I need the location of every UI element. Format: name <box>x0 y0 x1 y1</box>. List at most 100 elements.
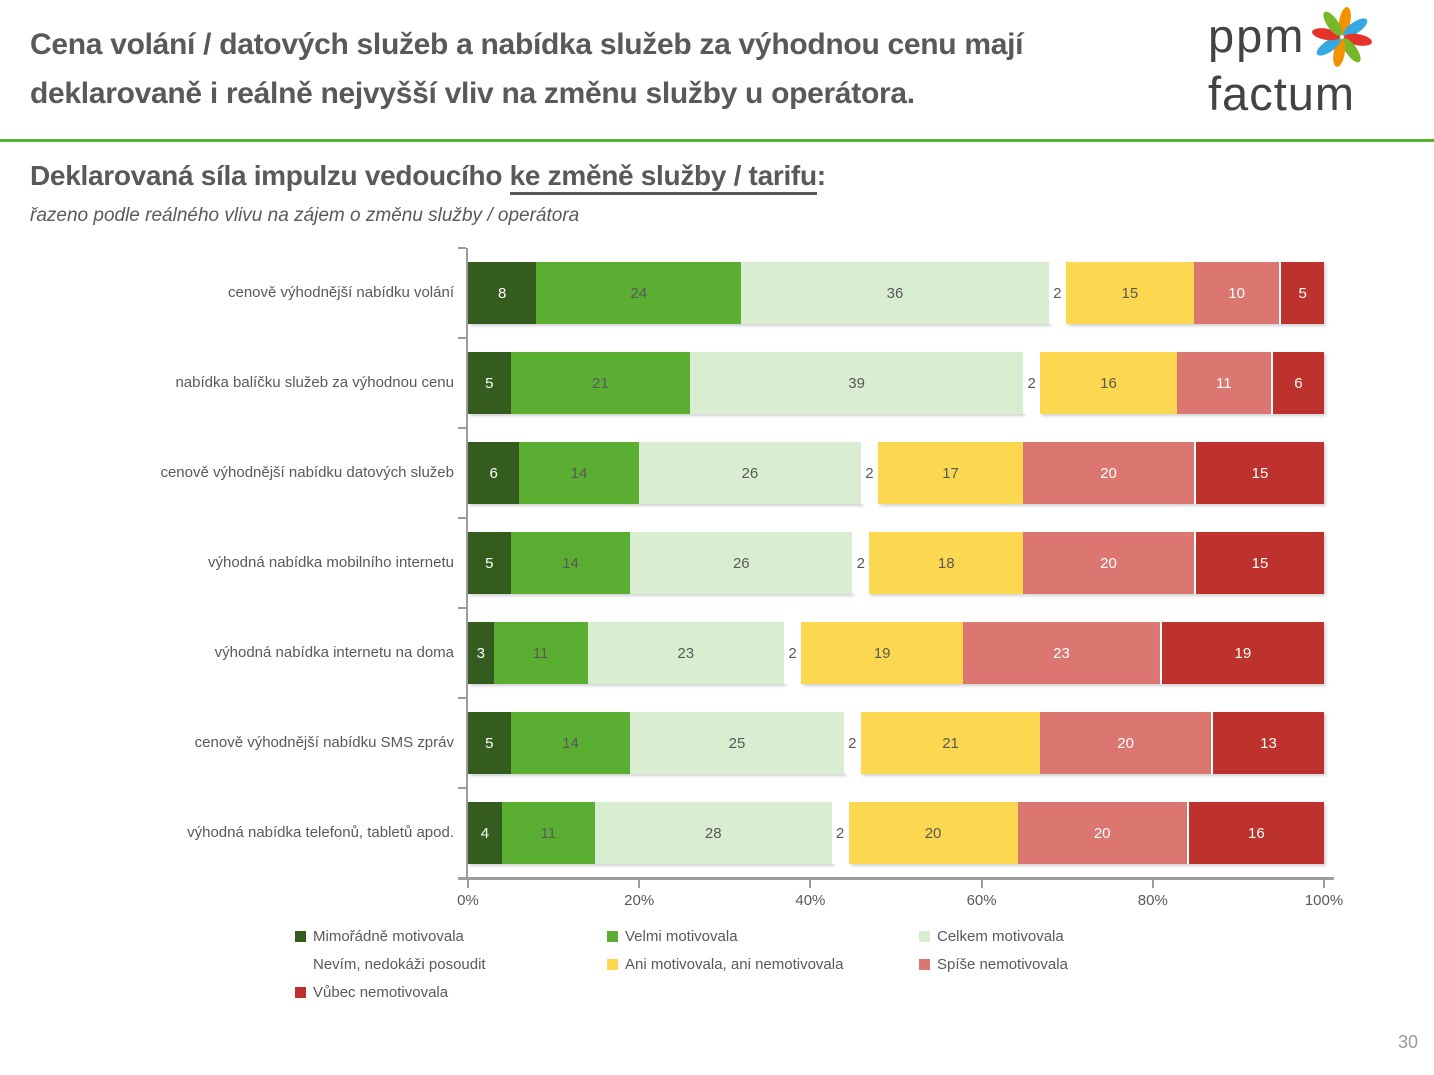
bar-segment-value: 3 <box>476 644 485 662</box>
x-axis-tick-label: 80% <box>1137 892 1168 909</box>
x-axis-tick <box>809 880 812 888</box>
chart-title-lead: Deklarovaná síla impulzu vedoucího <box>30 160 510 191</box>
bar-row: cenově výhodnější nabídku SMS zpráv 5 14 25… <box>0 698 1434 788</box>
bar-segment-value: 19 <box>1234 644 1252 662</box>
bar-segment: 15 <box>1065 262 1194 324</box>
bar-segment-value: 14 <box>562 734 579 752</box>
bar-segment: 2 <box>783 622 802 684</box>
bar-segment-value: 14 <box>570 464 588 482</box>
pinwheel-star-icon <box>1312 7 1373 67</box>
bar-segment: 39 <box>690 352 1024 414</box>
bar-segment: 5 <box>1279 262 1325 324</box>
bar-segment-value: 5 <box>485 374 494 392</box>
bar-segment: 6 <box>468 442 520 504</box>
legend-label: Mimořádně motivovala <box>313 927 464 945</box>
legend-swatch <box>295 930 306 942</box>
bar-segment: 5 <box>468 712 511 774</box>
bar-segment: 4 <box>468 802 502 864</box>
header-divider-rule <box>0 139 1434 142</box>
x-axis-tick-label: 0% <box>457 892 479 909</box>
pinwheel-petal <box>1343 18 1368 38</box>
category-label: výhodná nabídka internetu na doma <box>214 644 454 661</box>
category-label: cenově výhodnější nabídku datových služe… <box>160 464 454 481</box>
bar-row: cenově výhodnější nabídku datových služe… <box>0 428 1434 518</box>
bar-segment: 23 <box>587 622 784 684</box>
bar-segment: 13 <box>1211 712 1325 774</box>
bar-segment: 25 <box>630 712 844 774</box>
bar-segment-value: 11 <box>540 824 557 842</box>
slide-title: Cena volání / datových služeb a nabídka … <box>30 20 1210 118</box>
category-label: nabídka balíčku služeb za výhodnou cenu <box>175 374 454 391</box>
bar-segment: 21 <box>860 712 1041 774</box>
bar-segment: 2 <box>1048 262 1066 324</box>
bar-row: výhodná nabídka telefonů, tabletů apod. 4… <box>0 788 1434 878</box>
pinwheel-petal <box>1317 36 1342 56</box>
bar-segment-value: 4 <box>480 824 490 842</box>
bar-segment-value: 8 <box>497 284 507 302</box>
stacked-bar-chart: cenově výhodnější nabídku volání 8 24 36 2 15… <box>0 248 1434 878</box>
bar-track: 4 11 28 2 20 20 16 <box>468 802 1325 864</box>
bar-segment: 14 <box>510 532 631 594</box>
slide-title-line-2: deklarovaně i reálně nejvyšší vliv na zm… <box>30 77 915 110</box>
bar-segment-value: 15 <box>1121 284 1139 302</box>
pinwheel-petal <box>1342 38 1362 63</box>
bar-segment-value: 10 <box>1228 284 1245 302</box>
y-axis-tick <box>458 247 466 249</box>
bar-segment-value: 18 <box>937 554 955 572</box>
bar-segment-value: 5 <box>485 734 494 752</box>
x-axis-tick-label: 40% <box>795 892 826 909</box>
y-axis-tick <box>458 877 466 879</box>
category-label: výhodná nabídka mobilního internetu <box>207 554 454 571</box>
bar-segment: 5 <box>468 352 511 414</box>
bar-segment: 20 <box>1023 532 1194 594</box>
bar-segment-value: 2 <box>835 824 845 842</box>
bar-segment-value: 21 <box>592 374 609 392</box>
bar-segment: 11 <box>1176 352 1271 414</box>
bar-segment-value: 6 <box>489 464 498 482</box>
x-axis-tick <box>638 880 641 888</box>
chart-title: Deklarovaná síla impulzu vedoucího ke zm… <box>30 160 826 195</box>
bar-track: 8 24 36 2 15 10 5 <box>468 262 1325 324</box>
legend-label: Celkem motivovala <box>937 927 1064 945</box>
bar-track: 6 14 26 2 17 20 15 <box>468 442 1325 504</box>
x-axis-tick-label: 100% <box>1304 892 1344 909</box>
category-label: cenově výhodnější nabídku volání <box>228 284 454 301</box>
legend-item: Ani motivovala, ani nemotivovala <box>607 952 919 976</box>
logo-word-ppm: ppm <box>1208 9 1306 62</box>
bar-segment-value: 28 <box>704 824 722 842</box>
bar-segment: 28 <box>594 802 832 864</box>
y-axis-tick <box>458 517 466 519</box>
bar-segment-value: 20 <box>924 824 942 842</box>
x-axis-tick-label: 20% <box>624 892 655 909</box>
bar-segment-value: 14 <box>562 554 579 572</box>
legend-swatch <box>919 930 930 942</box>
bar-segment: 14 <box>510 712 631 774</box>
legend-swatch <box>919 958 930 970</box>
category-label: výhodná nabídka telefonů, tabletů apod. <box>187 824 454 841</box>
bar-segment: 6 <box>1270 352 1324 414</box>
bar-segment: 20 <box>1040 712 1211 774</box>
legend-label: Vůbec nemotivovala <box>313 983 449 1001</box>
bar-segment: 5 <box>468 532 511 594</box>
bar-segment: 14 <box>519 442 639 504</box>
bar-segment-value: 20 <box>1117 734 1134 752</box>
bar-track: 5 21 39 2 16 11 6 <box>468 352 1324 414</box>
bar-segment-value: 20 <box>1100 554 1117 572</box>
bar-segment: 17 <box>877 442 1024 504</box>
x-axis-tick <box>467 880 469 888</box>
legend-swatch <box>295 986 306 998</box>
bar-segment: 11 <box>493 622 588 684</box>
logo-top-row: ppm <box>1208 7 1420 68</box>
bar-segment: 36 <box>741 262 1049 324</box>
bar-segment-value: 19 <box>873 644 891 662</box>
slide-title-line-1: Cena volání / datových služeb a nabídka … <box>30 28 1024 61</box>
bar-segment: 24 <box>536 262 742 324</box>
bar-segment-value: 20 <box>1100 464 1117 482</box>
bar-segment: 10 <box>1193 262 1280 324</box>
bar-segment: 20 <box>1023 442 1194 504</box>
bar-segment: 18 <box>869 532 1024 594</box>
bar-segment-value: 15 <box>1251 464 1269 482</box>
category-label: cenově výhodnější nabídku SMS zpráv <box>194 734 454 751</box>
bar-segment-value: 5 <box>1298 284 1307 302</box>
